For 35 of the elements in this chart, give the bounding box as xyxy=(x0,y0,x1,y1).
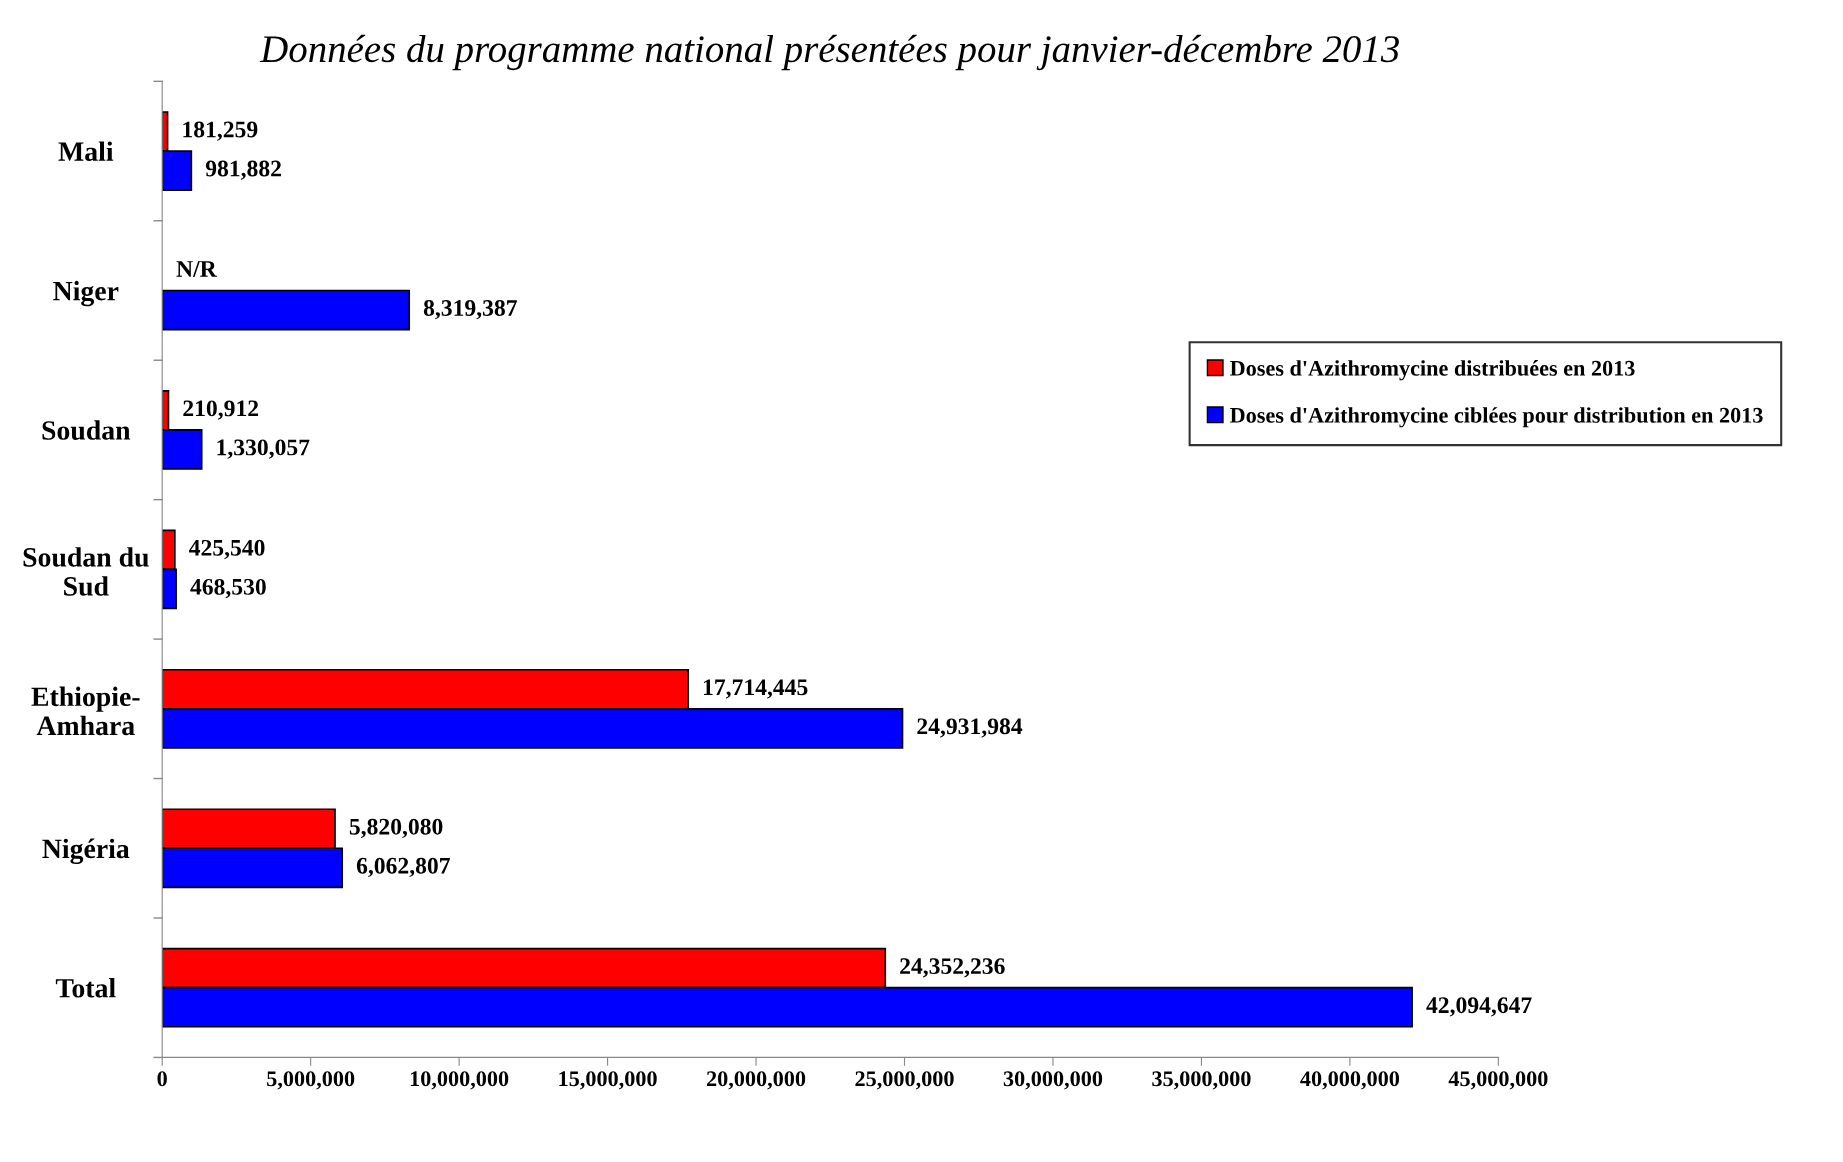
x-tick-label: 40,000,000 xyxy=(1300,1071,1400,1090)
y-tick-label: Niger xyxy=(53,280,119,307)
x-tick-label: 20,000,000 xyxy=(706,1071,806,1090)
bar xyxy=(162,289,411,331)
data-label: 1,330,057 xyxy=(217,439,310,459)
data-label: 425,540 xyxy=(189,539,265,560)
chart-title: Données du programme national présentées pour janvier-décembre 2013 xyxy=(259,34,1399,71)
data-label: 6,062,807 xyxy=(356,857,450,878)
x-tick-label: 45,000,000 xyxy=(1448,1071,1548,1090)
x-tick-label: 35,000,000 xyxy=(1152,1071,1251,1090)
x-tick-label: 30,000,000 xyxy=(1003,1071,1103,1090)
y-tick-label: Mali xyxy=(58,141,114,161)
data-label: 24,352,236 xyxy=(900,958,1005,978)
data-label: 24,931,984 xyxy=(917,718,1023,738)
y-tick-label: Soudan xyxy=(42,420,131,440)
x-tick-label: 5,000,000 xyxy=(267,1071,355,1090)
data-label: 468,530 xyxy=(190,578,266,599)
data-label: 181,259 xyxy=(183,121,258,141)
text: N/R xyxy=(176,261,217,277)
x-tick-label: 10,000,000 xyxy=(410,1071,509,1090)
x-tick-label: 0 xyxy=(157,1071,167,1087)
x-tick-label: 25,000,000 xyxy=(855,1071,954,1090)
x-tick-label: 15,000,000 xyxy=(559,1071,657,1090)
data-label: 42,094,647 xyxy=(1426,997,1532,1017)
y-tick-label: Ethiopie- Amhara xyxy=(31,686,140,736)
y-tick-label: Soudan du Sud xyxy=(23,547,149,596)
data-label: 981,882 xyxy=(205,160,281,180)
data-label: 210,912 xyxy=(183,400,259,420)
data-label: 5,820,080 xyxy=(349,818,443,839)
data-label: 8,319,387 xyxy=(423,300,517,320)
data-label: 17,714,445 xyxy=(703,679,808,699)
legend-label: Doses d'Azithromycine ciblées pour distribution en 2013 xyxy=(1230,407,1763,428)
legend-label: Doses d'Azithromycine distribuées en 2013 xyxy=(1230,360,1635,381)
y-tick-label: Total xyxy=(55,978,116,998)
y-tick-label: Nigéria xyxy=(42,838,130,865)
